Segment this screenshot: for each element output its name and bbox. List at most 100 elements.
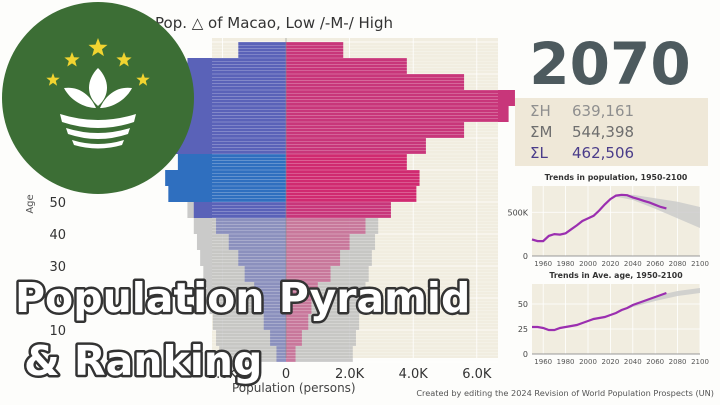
bar-male-65 (168, 138, 286, 154)
flag-star (136, 73, 150, 86)
total-value-2: 462,506 (572, 144, 634, 162)
bar-female-5 (286, 330, 302, 346)
bar-male-25 (244, 266, 286, 282)
bar-female-90 (286, 58, 407, 74)
x-tick-2: 2.0K (335, 367, 365, 382)
bar-female-15 (286, 298, 312, 314)
flag-star (46, 73, 60, 86)
mini-x-tick: 2080 (669, 260, 687, 268)
pyramid-x-ticks: 2.0K 0 2.0K 4.0K 6.0K (208, 367, 492, 382)
bar-male-60 (177, 154, 286, 170)
total-value-0: 639,161 (572, 102, 634, 120)
total-label-2: ΣL (530, 144, 548, 162)
mini-x-tick: 1980 (557, 260, 575, 268)
mini-x-tick: 1960 (534, 260, 552, 268)
overlay-line-2: & Ranking (24, 337, 262, 385)
mini-x-tick: 2000 (579, 260, 597, 268)
mini-x-tick: 1980 (557, 358, 575, 366)
y-tick-30: 30 (49, 260, 66, 275)
bar-male-20 (254, 282, 286, 298)
flag-star (116, 52, 132, 67)
mini-y-tick: 25 (518, 325, 528, 334)
mini-title: Trends in Ave. age, 1950-2100 (549, 271, 683, 280)
bar-female-40 (286, 218, 366, 234)
pyramid-title: Pop. △ of Macao, Low /-M-/ High (155, 14, 393, 32)
mini-series-line (532, 291, 667, 332)
bar-male-45 (193, 202, 286, 218)
average-age-trend-chart: Trends in Ave. age, 1950-2100 1960 1980 200… (518, 271, 709, 366)
bar-male-35 (228, 234, 286, 250)
overlay-line-1: Population Pyramid (15, 274, 470, 322)
bar-male-5 (270, 330, 286, 346)
bar-female-20 (286, 282, 318, 298)
bar-male-95 (238, 42, 286, 58)
flag-star (64, 52, 80, 67)
bar-female-0 (286, 346, 296, 362)
bar-male-15 (260, 298, 286, 314)
mini-title: Trends in population, 1950-2100 (545, 173, 688, 182)
bar-female-60 (286, 154, 407, 170)
credit-text: Created by editing the 2024 Revision of … (416, 388, 714, 398)
mini-y-tick: 500K (507, 208, 528, 217)
bar-male-55 (165, 170, 286, 186)
year-label: 2070 (529, 30, 690, 98)
y-tick-10: 10 (49, 324, 66, 339)
bar-female-30 (286, 250, 341, 266)
bar-female-85 (286, 74, 465, 90)
y-tick-20: 20 (49, 292, 66, 307)
band-male-0 (219, 346, 286, 362)
bar-male-10 (263, 314, 286, 330)
totals-list: ΣH 639,161 ΣM 544,398 ΣL 462,506 (530, 102, 634, 162)
bar-female-10 (286, 314, 309, 330)
bar-female-55 (286, 170, 420, 186)
bar-female-35 (286, 234, 350, 250)
bar-male-50 (168, 186, 286, 202)
total-label-0: ΣH (530, 102, 551, 120)
total-label-1: ΣM (530, 123, 552, 141)
mini-x-tick: 2100 (691, 260, 709, 268)
mini-x-tick: 2040 (624, 260, 642, 268)
mini-x-tick: 2100 (691, 358, 709, 366)
bar-female-80 (286, 90, 515, 106)
bar-female-50 (286, 186, 417, 202)
bar-male-90 (187, 58, 286, 74)
y-tick-50: 50 (49, 196, 66, 211)
band-female-0 (286, 346, 353, 362)
mini-x-tick: 2020 (601, 358, 619, 366)
mini-projection-band (614, 288, 700, 314)
mini-x-tick: 2080 (669, 358, 687, 366)
mini-y-tick: 50 (518, 300, 528, 309)
bar-male-0 (276, 346, 286, 362)
pyramid-y-axis-label: Age (25, 194, 36, 213)
mini-projection-band (614, 194, 700, 228)
totals-box (515, 98, 708, 166)
band-female-1 (286, 330, 356, 346)
x-tick-0: 2.0K (208, 367, 238, 382)
mini-y-tick: 0 (523, 350, 528, 359)
x-tick-4: 6.0K (462, 367, 492, 382)
bar-female-25 (286, 266, 331, 282)
x-tick-1: 0 (282, 367, 290, 382)
mini-x-tick: 1960 (534, 358, 552, 366)
mini-y-tick: 0 (523, 252, 528, 261)
pyramid-x-axis-label: Population (persons) (232, 381, 356, 395)
population-trend-chart: Trends in population, 1950-2100 1960 1980 2… (507, 173, 708, 268)
macao-lotus-flag-icon (2, 2, 194, 194)
y-tick-40: 40 (49, 228, 66, 243)
mini-series-line (531, 193, 667, 243)
thumbnail-overlay-title: Population Pyramid & Ranking (13, 272, 473, 388)
bar-female-95 (286, 42, 344, 58)
mini-x-tick: 2020 (601, 260, 619, 268)
total-value-1: 544,398 (572, 123, 634, 141)
bar-female-70 (286, 122, 465, 138)
band-male-1 (216, 330, 286, 346)
bar-male-30 (238, 250, 286, 266)
x-tick-3: 4.0K (399, 367, 429, 382)
mini-plot-area (532, 186, 700, 256)
flag-star (88, 38, 108, 57)
bar-female-75 (286, 106, 509, 122)
mini-x-tick: 2000 (579, 358, 597, 366)
mini-x-tick: 2060 (646, 358, 664, 366)
